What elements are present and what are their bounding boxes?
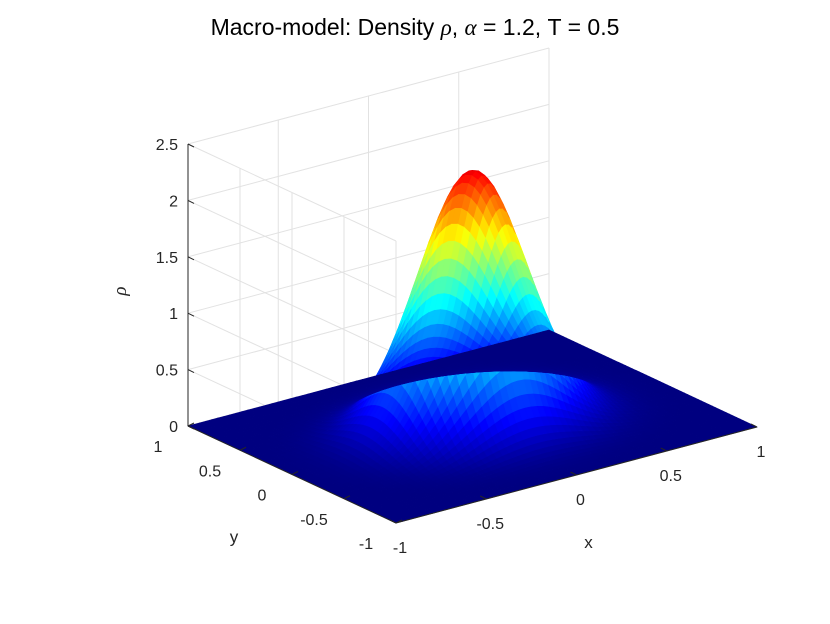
y-tick-label: 0 <box>258 488 267 505</box>
y-tick <box>291 471 299 475</box>
z-tick <box>187 369 195 374</box>
y-tick-label: -0.5 <box>300 512 328 529</box>
grid-line <box>187 47 550 145</box>
y-tick-label: 0.5 <box>199 463 221 480</box>
y-tick <box>395 519 403 524</box>
z-tick-label: 0 <box>169 419 178 436</box>
z-tick-label: 1 <box>169 306 178 323</box>
x-tick <box>660 447 667 452</box>
grid-line <box>187 199 397 298</box>
title-separator: , <box>451 14 465 40</box>
y-tick <box>187 422 195 427</box>
title-prefix: Macro-model: Density <box>210 14 441 40</box>
z-tick <box>187 143 195 148</box>
x-tick <box>570 471 577 476</box>
x-tick-label: -1 <box>393 540 407 557</box>
z-tick-label: 2.5 <box>156 137 178 154</box>
grid-line <box>187 103 550 201</box>
z-tick-label: 1.5 <box>156 250 178 267</box>
z-tick-label: 0.5 <box>156 363 178 380</box>
grid-line <box>187 143 397 242</box>
surface-mesh <box>187 170 758 524</box>
y-tick-label: 1 <box>154 439 163 456</box>
x-tick <box>389 519 397 524</box>
y-tick <box>343 495 351 500</box>
z-tick <box>187 425 195 430</box>
x-tick <box>750 423 758 428</box>
x-axis-label: x <box>584 533 593 552</box>
title-alpha-symbol: α <box>464 15 477 40</box>
z-tick-label: 2 <box>169 193 178 210</box>
x-tick-label: 1 <box>757 444 766 461</box>
z-tick <box>187 312 195 317</box>
z-tick <box>187 199 195 204</box>
y-tick-label: -1 <box>359 536 373 553</box>
grid-line <box>187 160 550 258</box>
z-tick <box>187 256 195 261</box>
x-tick-label: 0.5 <box>660 468 682 485</box>
grid-line <box>187 256 397 355</box>
z-axis-label: ρ <box>110 286 131 296</box>
x-tick-label: 0 <box>576 492 585 509</box>
x-tick-label: -0.5 <box>476 516 504 533</box>
chart-title: Macro-model: Density ρ, α = 1.2, T = 0.5 <box>0 14 830 41</box>
title-rho-symbol: ρ <box>440 15 452 40</box>
x-tick <box>480 495 487 500</box>
y-axis-label: y <box>230 528 239 547</box>
y-tick <box>239 446 247 451</box>
title-suffix: = 1.2, T = 0.5 <box>476 14 620 40</box>
